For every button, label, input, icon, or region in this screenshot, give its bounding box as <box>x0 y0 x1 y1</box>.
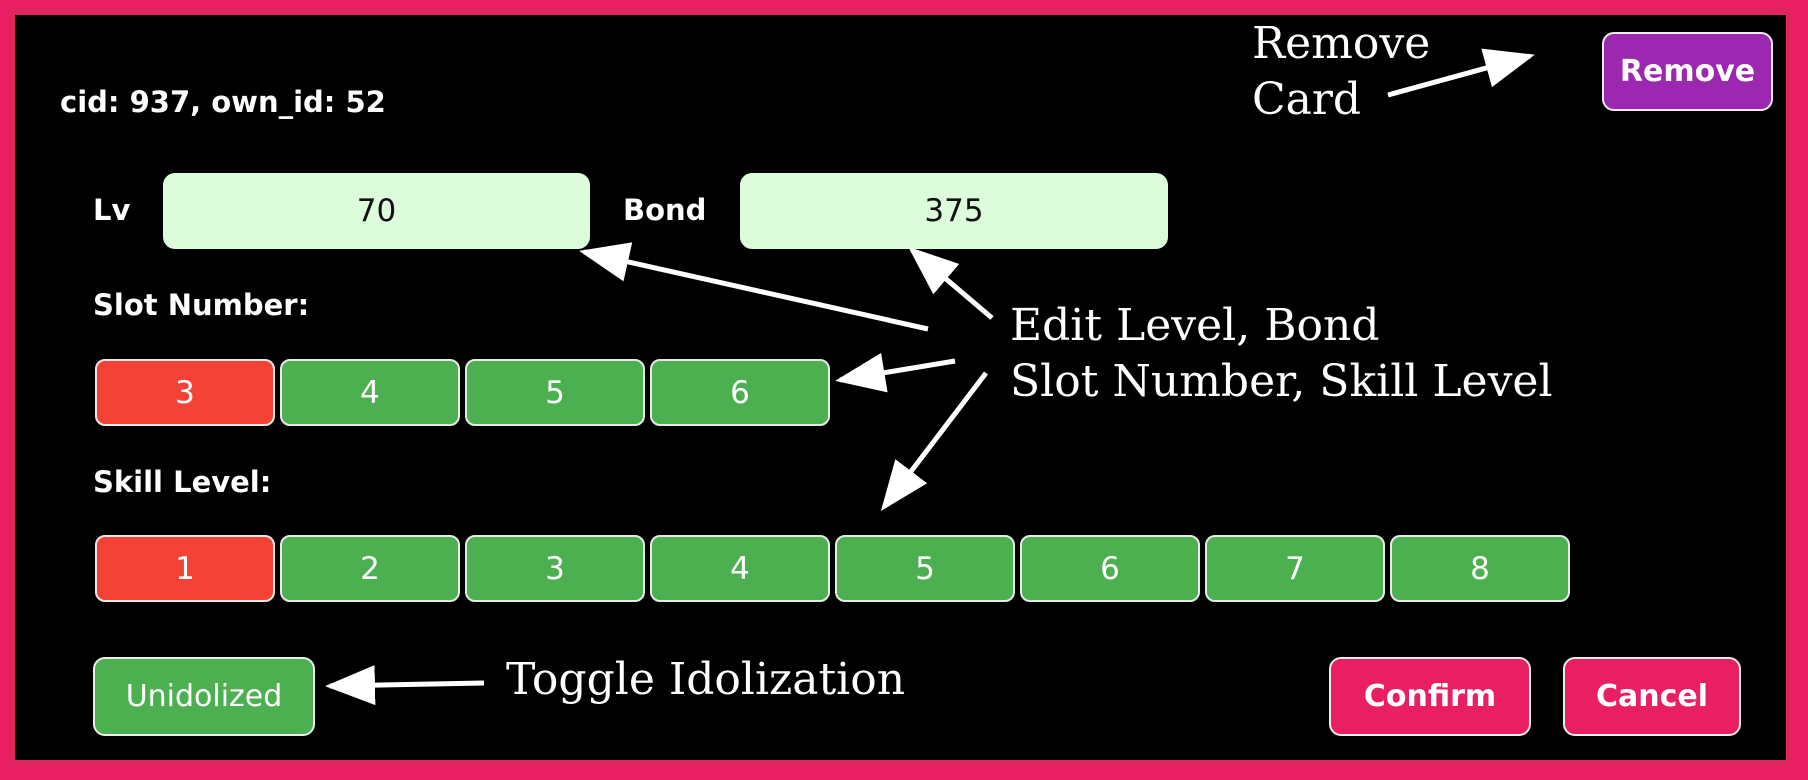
slot-number-options: 3 4 5 6 <box>95 359 830 426</box>
skill-level-options: 1 2 3 4 5 6 7 8 <box>95 535 1570 602</box>
annotation-line: Edit Level, Bond <box>1010 300 1380 351</box>
remove-card-annotation: Remove Card <box>1252 16 1430 128</box>
level-label: Lv <box>93 193 131 227</box>
edit-card-dialog: cid: 937, own_id: 52 Lv Bond Slot Number… <box>9 9 1792 766</box>
slot-option[interactable]: 5 <box>465 359 645 426</box>
skill-option[interactable]: 6 <box>1020 535 1200 602</box>
skill-option[interactable]: 4 <box>650 535 830 602</box>
toggle-idolization-annotation: Toggle Idolization <box>506 654 906 705</box>
slot-option[interactable]: 3 <box>95 359 275 426</box>
skill-option[interactable]: 5 <box>835 535 1015 602</box>
cancel-button[interactable]: Cancel <box>1563 657 1741 736</box>
bond-input[interactable] <box>740 173 1168 249</box>
slot-option[interactable]: 4 <box>280 359 460 426</box>
edit-fields-annotation: Edit Level, Bond Slot Number, Skill Leve… <box>1010 298 1553 410</box>
skill-option[interactable]: 7 <box>1205 535 1385 602</box>
confirm-button[interactable]: Confirm <box>1329 657 1531 736</box>
skill-option[interactable]: 8 <box>1390 535 1570 602</box>
annotation-line: Slot Number, Skill Level <box>1010 356 1553 407</box>
idolization-toggle-button[interactable]: Unidolized <box>93 657 315 736</box>
annotation-line: Remove <box>1252 18 1431 69</box>
level-input[interactable] <box>163 173 590 249</box>
annotation-line: Card <box>1252 74 1362 125</box>
skill-option[interactable]: 2 <box>280 535 460 602</box>
skill-level-label: Skill Level: <box>93 465 272 499</box>
skill-option[interactable]: 3 <box>465 535 645 602</box>
remove-button[interactable]: Remove <box>1602 32 1773 111</box>
slot-option[interactable]: 6 <box>650 359 830 426</box>
bond-label: Bond <box>623 193 707 227</box>
card-id-text: cid: 937, own_id: 52 <box>60 85 386 119</box>
slot-number-label: Slot Number: <box>93 288 310 322</box>
skill-option[interactable]: 1 <box>95 535 275 602</box>
